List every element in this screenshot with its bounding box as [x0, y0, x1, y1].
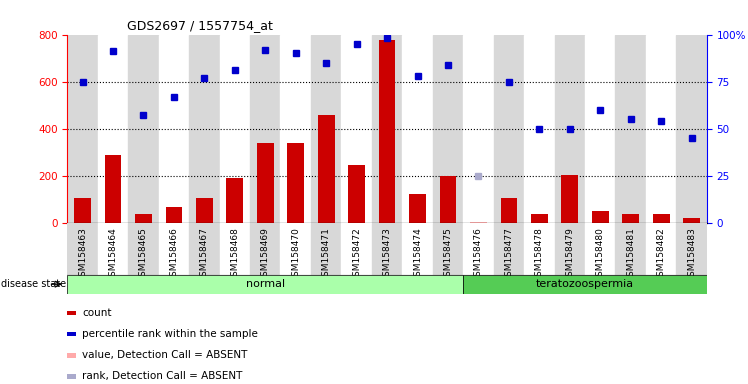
- Bar: [646, 35, 676, 223]
- Bar: [159, 223, 189, 275]
- Text: GSM158478: GSM158478: [535, 227, 544, 282]
- Bar: [433, 35, 463, 223]
- Bar: [554, 35, 585, 223]
- Bar: [409, 195, 426, 223]
- Bar: [74, 198, 91, 223]
- Bar: [250, 35, 280, 223]
- Bar: [622, 215, 639, 223]
- Bar: [280, 223, 311, 275]
- Text: teratozoospermia: teratozoospermia: [536, 279, 634, 289]
- Text: GSM158483: GSM158483: [687, 227, 696, 282]
- Text: disease state: disease state: [1, 279, 66, 289]
- Bar: [463, 223, 494, 275]
- Text: GSM158475: GSM158475: [444, 227, 453, 282]
- Bar: [585, 35, 616, 223]
- Text: GSM158482: GSM158482: [657, 227, 666, 281]
- Bar: [494, 223, 524, 275]
- Bar: [105, 154, 121, 223]
- Bar: [585, 223, 616, 275]
- Bar: [440, 176, 456, 223]
- Text: GSM158474: GSM158474: [413, 227, 422, 281]
- Text: count: count: [82, 308, 111, 318]
- Bar: [524, 223, 554, 275]
- Bar: [257, 143, 274, 223]
- Bar: [372, 223, 402, 275]
- Bar: [470, 222, 487, 223]
- Bar: [653, 215, 669, 223]
- Bar: [220, 223, 250, 275]
- Bar: [562, 174, 578, 223]
- Bar: [135, 215, 152, 223]
- Bar: [67, 275, 463, 294]
- Text: GSM158465: GSM158465: [139, 227, 148, 282]
- Bar: [402, 35, 433, 223]
- Bar: [287, 143, 304, 223]
- Text: GSM158477: GSM158477: [504, 227, 513, 282]
- Bar: [280, 35, 311, 223]
- Text: GSM158464: GSM158464: [108, 227, 117, 281]
- Bar: [524, 35, 554, 223]
- Bar: [676, 223, 707, 275]
- Bar: [463, 275, 707, 294]
- Bar: [250, 223, 280, 275]
- Text: percentile rank within the sample: percentile rank within the sample: [82, 329, 258, 339]
- Bar: [500, 198, 518, 223]
- Bar: [372, 35, 402, 223]
- Bar: [349, 165, 365, 223]
- Text: GSM158466: GSM158466: [169, 227, 179, 282]
- Text: GSM158463: GSM158463: [78, 227, 87, 282]
- Bar: [341, 35, 372, 223]
- Text: GSM158467: GSM158467: [200, 227, 209, 282]
- Bar: [494, 35, 524, 223]
- Bar: [311, 223, 341, 275]
- Bar: [402, 223, 433, 275]
- Bar: [189, 35, 220, 223]
- Bar: [159, 35, 189, 223]
- Bar: [616, 223, 646, 275]
- Bar: [531, 215, 548, 223]
- Bar: [220, 35, 250, 223]
- Bar: [341, 223, 372, 275]
- Bar: [189, 223, 220, 275]
- Bar: [378, 40, 396, 223]
- Text: GSM158479: GSM158479: [565, 227, 574, 282]
- Bar: [98, 35, 128, 223]
- Bar: [676, 35, 707, 223]
- Bar: [165, 207, 183, 223]
- Bar: [67, 35, 98, 223]
- Bar: [616, 35, 646, 223]
- Text: GSM158480: GSM158480: [595, 227, 605, 282]
- Bar: [311, 35, 341, 223]
- Text: GSM158468: GSM158468: [230, 227, 239, 282]
- Bar: [683, 218, 700, 223]
- Text: GSM158472: GSM158472: [352, 227, 361, 281]
- Bar: [128, 223, 159, 275]
- Bar: [196, 198, 212, 223]
- Bar: [433, 223, 463, 275]
- Bar: [463, 35, 494, 223]
- Text: GSM158473: GSM158473: [382, 227, 392, 282]
- Text: GSM158471: GSM158471: [322, 227, 331, 282]
- Bar: [98, 223, 128, 275]
- Bar: [554, 223, 585, 275]
- Bar: [592, 211, 609, 223]
- Bar: [67, 223, 98, 275]
- Text: value, Detection Call = ABSENT: value, Detection Call = ABSENT: [82, 350, 248, 360]
- Text: GSM158481: GSM158481: [626, 227, 635, 282]
- Bar: [128, 35, 159, 223]
- Text: normal: normal: [245, 279, 285, 289]
- Text: GSM158470: GSM158470: [291, 227, 300, 282]
- Bar: [318, 114, 334, 223]
- Text: GSM158476: GSM158476: [474, 227, 483, 282]
- Text: rank, Detection Call = ABSENT: rank, Detection Call = ABSENT: [82, 371, 242, 381]
- Text: GDS2697 / 1557754_at: GDS2697 / 1557754_at: [127, 19, 273, 32]
- Bar: [227, 178, 243, 223]
- Bar: [646, 223, 676, 275]
- Text: GSM158469: GSM158469: [261, 227, 270, 282]
